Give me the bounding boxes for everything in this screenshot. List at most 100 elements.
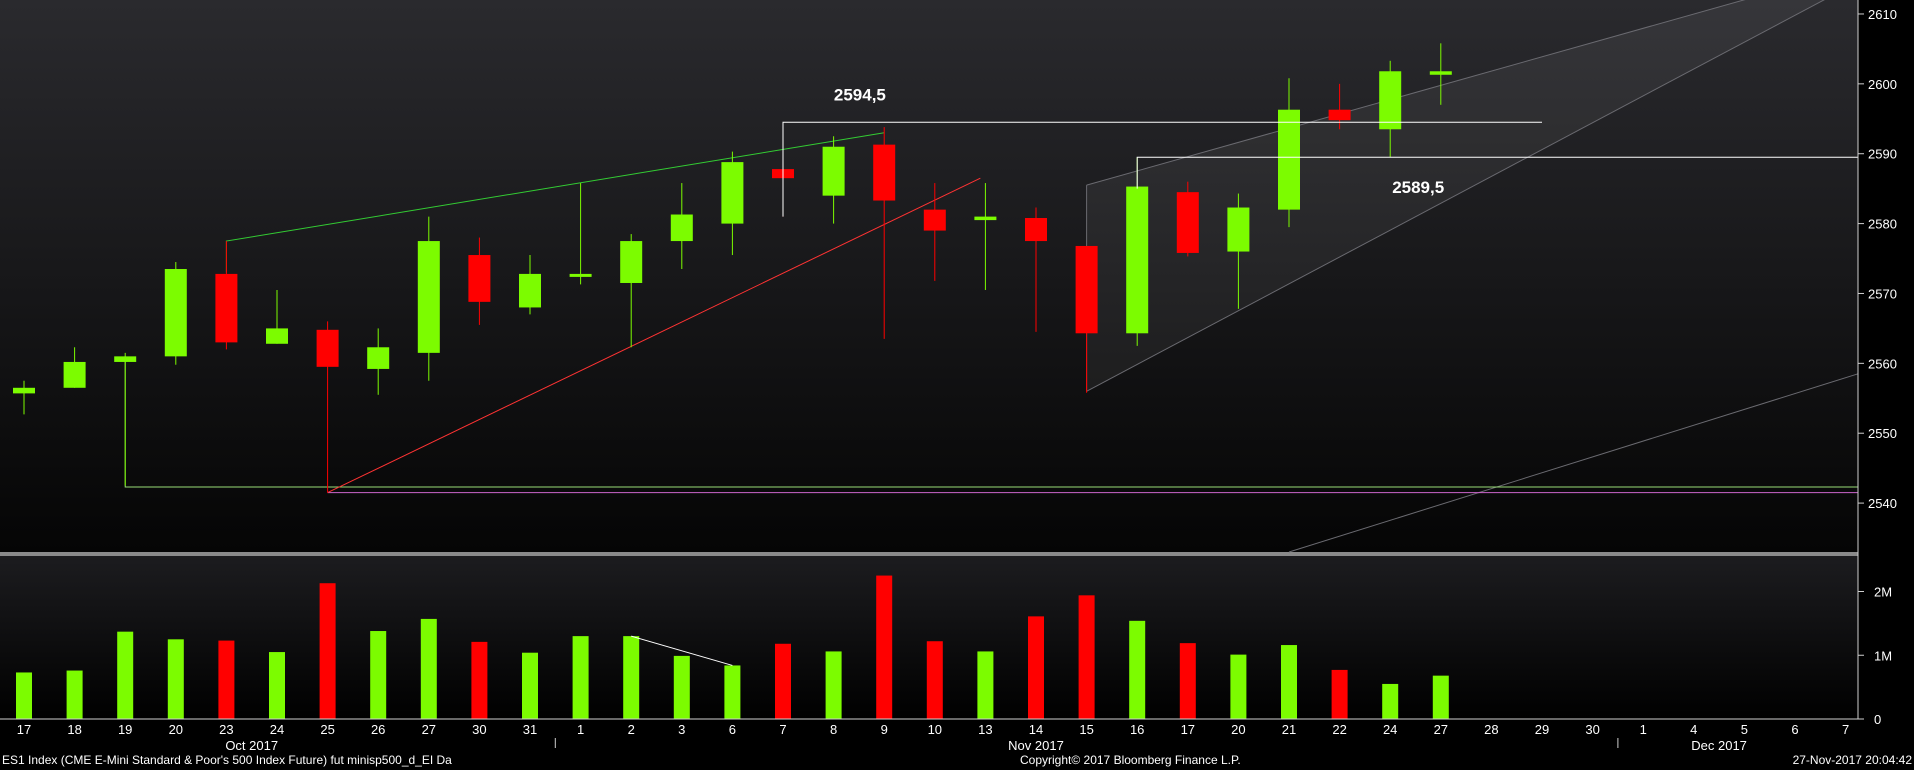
date-tick-label: 29 bbox=[1535, 722, 1549, 737]
volume-bar bbox=[623, 636, 640, 719]
date-tick-label: 7 bbox=[779, 722, 786, 737]
month-label: Nov 2017 bbox=[1008, 738, 1064, 752]
date-tick-label: 18 bbox=[67, 722, 81, 737]
volume-bar bbox=[775, 643, 791, 719]
volume-bar bbox=[117, 631, 134, 719]
price-tick-label: 2580 bbox=[1868, 217, 1897, 232]
price-tick-label: 2550 bbox=[1868, 426, 1897, 441]
volume-bar bbox=[1382, 683, 1399, 719]
candle-body bbox=[367, 347, 390, 369]
volume-bar bbox=[1331, 669, 1348, 719]
level-label-2589: 2589,5 bbox=[1392, 178, 1444, 197]
volume-bar bbox=[1281, 645, 1297, 719]
volume-tick-label: 1M bbox=[1874, 648, 1892, 663]
date-tick-label: 26 bbox=[371, 722, 385, 737]
volume-tick-label: 2M bbox=[1874, 585, 1892, 600]
date-tick-label: 13 bbox=[978, 722, 992, 737]
candle-body bbox=[1429, 71, 1452, 75]
level-line-2594 bbox=[782, 121, 1542, 217]
level-label-2594: 2594,5 bbox=[834, 85, 886, 104]
price-tick-label: 2570 bbox=[1868, 286, 1897, 301]
channel-lower-rail bbox=[1086, 0, 1825, 392]
rising-trendline-red bbox=[327, 177, 981, 494]
candle-body bbox=[215, 273, 238, 343]
candle-body bbox=[1227, 207, 1250, 252]
volume-bar bbox=[1179, 643, 1196, 719]
date-tick-label: 31 bbox=[523, 722, 537, 737]
date-tick-label: 27 bbox=[422, 722, 436, 737]
channel-upper-rail bbox=[1086, 0, 1746, 186]
price-tick-label: 2600 bbox=[1868, 77, 1897, 92]
candle-body bbox=[1379, 71, 1402, 130]
volume-bar bbox=[1230, 654, 1247, 719]
volume-bar bbox=[876, 575, 893, 719]
candle-body bbox=[1126, 186, 1149, 334]
volume-bar bbox=[66, 670, 83, 719]
volume-bars bbox=[16, 575, 1449, 719]
candle-body bbox=[63, 361, 86, 388]
date-tick-label: 2 bbox=[628, 722, 635, 737]
date-tick-label: 15 bbox=[1079, 722, 1093, 737]
date-tick-label: 30 bbox=[1585, 722, 1599, 737]
date-tick-label: 24 bbox=[1383, 722, 1397, 737]
volume-bar bbox=[167, 639, 184, 719]
date-tick-label: 7 bbox=[1842, 722, 1849, 737]
candle-body bbox=[822, 146, 845, 196]
date-axis: 17 18 19 20 23 24 25 26 27 30 31 1 2 3 6 7 8 9 10 13 14 15 16 1… bbox=[0, 718, 1858, 753]
volume-bar bbox=[1129, 620, 1146, 719]
date-tick-label: 1 bbox=[1640, 722, 1647, 737]
level-annotations: 2594,5 2589,5 bbox=[782, 85, 1858, 217]
volume-tick-label: 0 bbox=[1874, 712, 1881, 727]
candle-body bbox=[569, 273, 592, 277]
price-panel-background bbox=[0, 0, 1858, 552]
candle-body bbox=[721, 162, 744, 224]
date-tick-label: 24 bbox=[270, 722, 284, 737]
volume-bar bbox=[977, 651, 994, 719]
date-tick-label: 30 bbox=[472, 722, 486, 737]
footer-bar: ES1 Index (CME E-Mini Standard & Poor's … bbox=[0, 752, 1914, 770]
volume-bar bbox=[522, 652, 538, 719]
candle-body bbox=[164, 269, 187, 357]
candle-body bbox=[468, 255, 491, 302]
level-line-2589 bbox=[1136, 156, 1858, 189]
date-tick-label: 17 bbox=[17, 722, 31, 737]
date-tick-label: 3 bbox=[678, 722, 685, 737]
month-label: Dec 2017 bbox=[1691, 738, 1747, 752]
price-tick-label: 2560 bbox=[1868, 356, 1897, 371]
candle-body bbox=[114, 356, 137, 362]
candle-body bbox=[1075, 245, 1098, 334]
volume-bar bbox=[724, 665, 741, 719]
candle-body bbox=[670, 214, 693, 242]
volume-bar bbox=[572, 636, 589, 719]
candle-body bbox=[1278, 109, 1300, 210]
volume-bar bbox=[673, 655, 690, 719]
date-tick-label: 21 bbox=[1282, 722, 1296, 737]
candle-body bbox=[1176, 192, 1199, 253]
date-tick-label: 6 bbox=[1791, 722, 1798, 737]
volume-bar bbox=[218, 640, 235, 719]
candle-body bbox=[1328, 109, 1351, 121]
date-tick-label: 23 bbox=[219, 722, 233, 737]
volume-axis: 0 1M 2M bbox=[1858, 585, 1892, 727]
candle-body bbox=[519, 273, 541, 308]
price-axis: 2540 2550 2560 2570 2580 2590 2600 2610 bbox=[1857, 0, 1897, 719]
candle-body bbox=[923, 209, 946, 231]
candle-body bbox=[873, 144, 896, 201]
month-label: Oct 2017 bbox=[225, 738, 278, 752]
volume-bar bbox=[370, 631, 387, 719]
volume-bar bbox=[1078, 595, 1095, 719]
footer-timestamp: 27-Nov-2017 20:04:42 bbox=[1792, 753, 1912, 767]
volume-trendline bbox=[631, 635, 733, 666]
date-tick-label: 20 bbox=[169, 722, 183, 737]
candle-body bbox=[316, 329, 339, 367]
date-tick-label: 6 bbox=[729, 722, 736, 737]
date-tick-label: 17 bbox=[1181, 722, 1195, 737]
candles bbox=[13, 43, 1452, 493]
date-tick-label: 4 bbox=[1690, 722, 1697, 737]
candle-body bbox=[620, 241, 643, 283]
candle-body bbox=[1025, 218, 1047, 242]
volume-bar bbox=[926, 641, 943, 719]
date-tick-label: 16 bbox=[1130, 722, 1144, 737]
volume-bar bbox=[319, 583, 336, 719]
